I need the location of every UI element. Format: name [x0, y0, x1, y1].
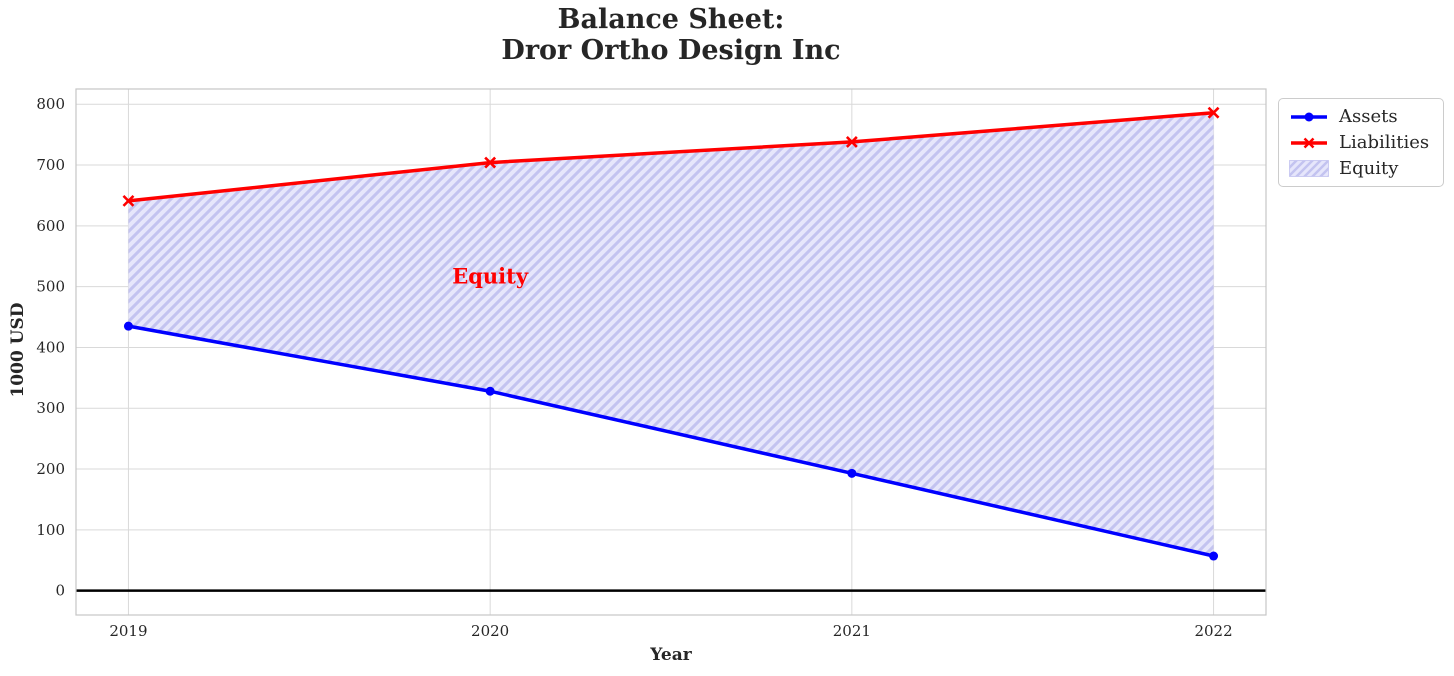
- y-tick-label: 400: [36, 338, 65, 356]
- x-axis-label: Year: [650, 645, 692, 665]
- liabilities-series: [122, 106, 1220, 207]
- equity-hatch-swatch: [1289, 160, 1329, 177]
- chart-title-line-1: Balance Sheet:: [557, 4, 785, 35]
- x-tick-label: 2021: [833, 622, 871, 640]
- y-tick-label: 800: [36, 95, 65, 113]
- plot-border: [75, 88, 1267, 616]
- y-axis-label: 1000 USD: [8, 302, 28, 398]
- liabilities-data-point: [122, 194, 135, 207]
- equity-area: [128, 112, 1214, 557]
- y-tick-label: 0: [55, 582, 65, 600]
- legend-label-equity: Equity: [1339, 158, 1399, 179]
- y-tick-label: 200: [36, 460, 65, 478]
- legend-label-assets: Assets: [1339, 106, 1398, 127]
- liabilities-data-point: [845, 135, 858, 148]
- y-tick-label: 300: [36, 399, 65, 417]
- liabilities-data-point: [484, 156, 497, 169]
- x-tick-label: 2019: [109, 622, 147, 640]
- tick-labels: 2019 2020 2021 2022 0 100 200 300 400 500 600 700 80…: [36, 95, 1232, 640]
- assets-data-point: [1209, 551, 1219, 561]
- x-tick-label: 2020: [471, 622, 509, 640]
- legend-item-equity: Equity: [1289, 158, 1433, 179]
- x-tick-label: 2022: [1194, 622, 1232, 640]
- y-tick-label: 100: [36, 521, 65, 539]
- y-tick-label: 500: [36, 278, 65, 296]
- chart-title-line-2: Dror Ortho Design Inc: [501, 35, 841, 66]
- liabilities-data-point: [1207, 106, 1220, 119]
- assets-data-point: [123, 321, 133, 331]
- assets-line-circle-swatch: [1291, 112, 1327, 121]
- chart-title: Balance Sheet: Dror Ortho Design Inc: [76, 4, 1266, 66]
- legend-item-liabilities: Liabilities: [1289, 132, 1433, 153]
- assets-series: [123, 321, 1219, 561]
- y-tick-label: 700: [36, 156, 65, 174]
- assets-data-point: [485, 386, 495, 396]
- legend-label-liabilities: Liabilities: [1339, 132, 1430, 153]
- legend: Assets Liabilities Equity: [1278, 98, 1444, 187]
- y-tick-label: 600: [36, 217, 65, 235]
- liabilities-line-x-swatch: [1291, 137, 1327, 148]
- equity-annotation: Equity: [452, 263, 529, 289]
- assets-data-point: [847, 468, 857, 478]
- legend-item-assets: Assets: [1289, 106, 1433, 127]
